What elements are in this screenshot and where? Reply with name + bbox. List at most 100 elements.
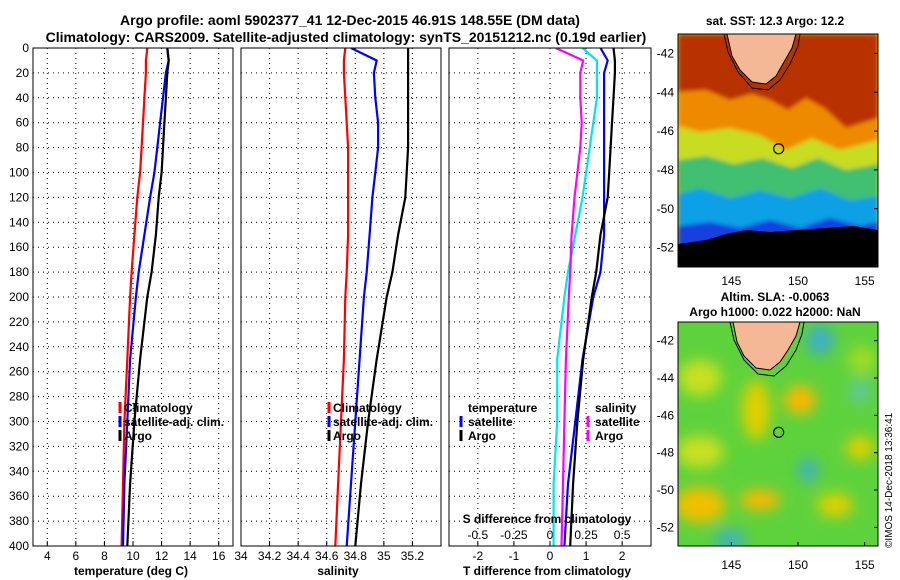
lon-tick-label: 155 bbox=[855, 558, 875, 572]
legend-climatology-label: Climatology bbox=[333, 401, 402, 415]
difference-grid bbox=[449, 47, 651, 547]
legend-argo-label: Argo bbox=[124, 429, 152, 443]
depth-tick-label: 320 bbox=[9, 439, 29, 453]
legend-s-argo-label: Argo bbox=[595, 429, 623, 443]
x-tick-label: 35.2 bbox=[401, 549, 425, 563]
lat-tick-label: -48 bbox=[657, 446, 675, 460]
temperature-grid bbox=[33, 47, 233, 547]
argo-float-marker bbox=[773, 426, 785, 438]
x-tick-label: 34.2 bbox=[258, 549, 282, 563]
lat-tick-label: -46 bbox=[657, 124, 675, 138]
depth-tick-label: 260 bbox=[9, 365, 29, 379]
temperature-xlabel: temperature (deg C) bbox=[74, 564, 188, 578]
x-tick-label: -2 bbox=[473, 549, 484, 563]
depth-tick-labels: 0 20 40 60 80 100 120 140 160 180 200 220 240 260 280 3… bbox=[9, 41, 29, 553]
x-tick-label: 34.6 bbox=[315, 549, 339, 563]
depth-tick-label: 280 bbox=[9, 390, 29, 404]
legend-s-satellite-label: satellite bbox=[595, 415, 640, 429]
sla-map-subtitle: Argo h1000: 0.022 h2000: NaN bbox=[689, 305, 860, 319]
sst-no-data-region bbox=[678, 226, 878, 267]
salinity-panel: 34 34.2 34.4 34.6 34.8 35 35.2 salinity Climat… bbox=[234, 47, 442, 578]
lat-tick-label: -46 bbox=[657, 408, 675, 422]
lon-tick-label: 145 bbox=[721, 274, 741, 288]
depth-tick-label: 380 bbox=[9, 514, 29, 528]
x-tick-label: 14 bbox=[183, 549, 197, 563]
satellite-adj-line bbox=[345, 48, 380, 546]
s-difference-tick-label: 0 bbox=[547, 528, 554, 542]
difference-panel: -2 -1 0 1 2 -0.5 -0.25 0 0.25 0.5 S difference f… bbox=[448, 47, 652, 578]
temperature-tick-labels: 4 6 8 10 12 14 16 bbox=[44, 549, 226, 563]
legend-t-satellite-label: satellite bbox=[468, 415, 513, 429]
s-difference-tick-labels: -0.5 -0.25 0 0.25 0.5 bbox=[468, 528, 631, 542]
depth-tick-label: 180 bbox=[9, 265, 29, 279]
depth-tick-label: 340 bbox=[9, 464, 29, 478]
depth-tick-label: 360 bbox=[9, 489, 29, 503]
legend-salinity-heading: salinity bbox=[595, 401, 637, 415]
legend-temperature-heading: temperature bbox=[468, 401, 538, 415]
depth-tick-label: 240 bbox=[9, 340, 29, 354]
x-tick-label: 16 bbox=[212, 549, 226, 563]
temperature-profiles bbox=[120, 48, 170, 546]
sst-map-title: sat. SST: 12.3 Argo: 12.2 bbox=[706, 14, 845, 28]
lat-tick-label: -48 bbox=[657, 163, 675, 177]
lat-tick-label: -42 bbox=[657, 334, 675, 348]
lon-tick-label: 145 bbox=[721, 558, 741, 572]
sst-map-tick-labels: 145 150 155 -42 -44 -46 -48 -50 -52 bbox=[657, 46, 878, 288]
s-difference-xlabel: S difference from climatology bbox=[463, 512, 632, 526]
depth-tick-label: 200 bbox=[9, 290, 29, 304]
argo-line bbox=[354, 48, 410, 546]
legend-satellite-adj-label: satellite-adj. clim. bbox=[333, 415, 433, 429]
lon-tick-label: 150 bbox=[788, 274, 808, 288]
lat-tick-label: -44 bbox=[657, 85, 675, 99]
depth-tick-label: 300 bbox=[9, 415, 29, 429]
x-tick-label: 0 bbox=[547, 549, 554, 563]
sst-map-frame bbox=[677, 33, 879, 268]
lat-tick-label: -44 bbox=[657, 371, 675, 385]
legend-t-argo-label: Argo bbox=[468, 429, 496, 443]
lat-tick-label: -50 bbox=[657, 202, 675, 216]
x-tick-label: 12 bbox=[155, 549, 169, 563]
depth-tick-label: 220 bbox=[9, 315, 29, 329]
sla-map-frame bbox=[677, 321, 879, 547]
x-tick-label: 35 bbox=[377, 549, 391, 563]
figure-title-line1: Argo profile: aoml 5902377_41 12-Dec-201… bbox=[120, 12, 580, 28]
sla-map-tick-labels: 145 150 155 -42 -44 -46 -48 -50 -52 bbox=[657, 334, 878, 572]
salinity-xlabel: salinity bbox=[317, 564, 359, 578]
depth-tick-label: 40 bbox=[16, 91, 30, 105]
x-tick-label: 4 bbox=[44, 549, 51, 563]
x-tick-label: 34 bbox=[234, 549, 248, 563]
depth-tick-label: 140 bbox=[9, 215, 29, 229]
salinity-tick-labels: 34 34.2 34.4 34.6 34.8 35 35.2 bbox=[234, 549, 424, 563]
t-argo-diff-line bbox=[563, 48, 609, 546]
lat-tick-label: -50 bbox=[657, 483, 675, 497]
tasmania-landmass bbox=[726, 34, 797, 85]
depth-tick-label: 100 bbox=[9, 166, 29, 180]
t-difference-tick-labels: -2 -1 0 1 2 bbox=[473, 549, 626, 563]
lat-tick-label: -52 bbox=[657, 520, 675, 534]
s-difference-tick-label: 0.25 bbox=[574, 528, 598, 542]
sla-map-panel: Altim. SLA: -0.0063 Argo h1000: 0.022 h2… bbox=[657, 290, 879, 572]
x-tick-label: 6 bbox=[73, 549, 80, 563]
x-tick-label: 2 bbox=[619, 549, 626, 563]
climatology-line bbox=[120, 48, 149, 546]
salinity-profiles bbox=[334, 48, 410, 546]
salinity-legend: Climatology satellite-adj. clim. Argo bbox=[327, 401, 433, 443]
legend-argo-label: Argo bbox=[333, 429, 361, 443]
temperature-panel: 0 20 40 60 80 100 120 140 160 180 200 220 240 260 280 3… bbox=[9, 41, 234, 578]
s-argo-diff-line bbox=[569, 48, 617, 546]
x-tick-label: 34.4 bbox=[286, 549, 310, 563]
s-difference-tick-label: 0.5 bbox=[614, 528, 631, 542]
sla-map-field bbox=[678, 322, 878, 546]
x-tick-label: -1 bbox=[509, 549, 520, 563]
depth-tick-label: 60 bbox=[16, 116, 30, 130]
temperature-frame bbox=[32, 47, 234, 547]
sla-anomaly-blobs bbox=[678, 324, 876, 546]
legend-satellite-adj-label: satellite-adj. clim. bbox=[124, 415, 224, 429]
depth-tick-label: 0 bbox=[22, 41, 29, 55]
depth-tick-label: 160 bbox=[9, 240, 29, 254]
lat-tick-label: -52 bbox=[657, 241, 675, 255]
depth-tick-label: 120 bbox=[9, 190, 29, 204]
sst-map-field bbox=[678, 34, 878, 267]
salinity-frame bbox=[240, 47, 442, 547]
satellite-adj-line bbox=[121, 48, 170, 546]
